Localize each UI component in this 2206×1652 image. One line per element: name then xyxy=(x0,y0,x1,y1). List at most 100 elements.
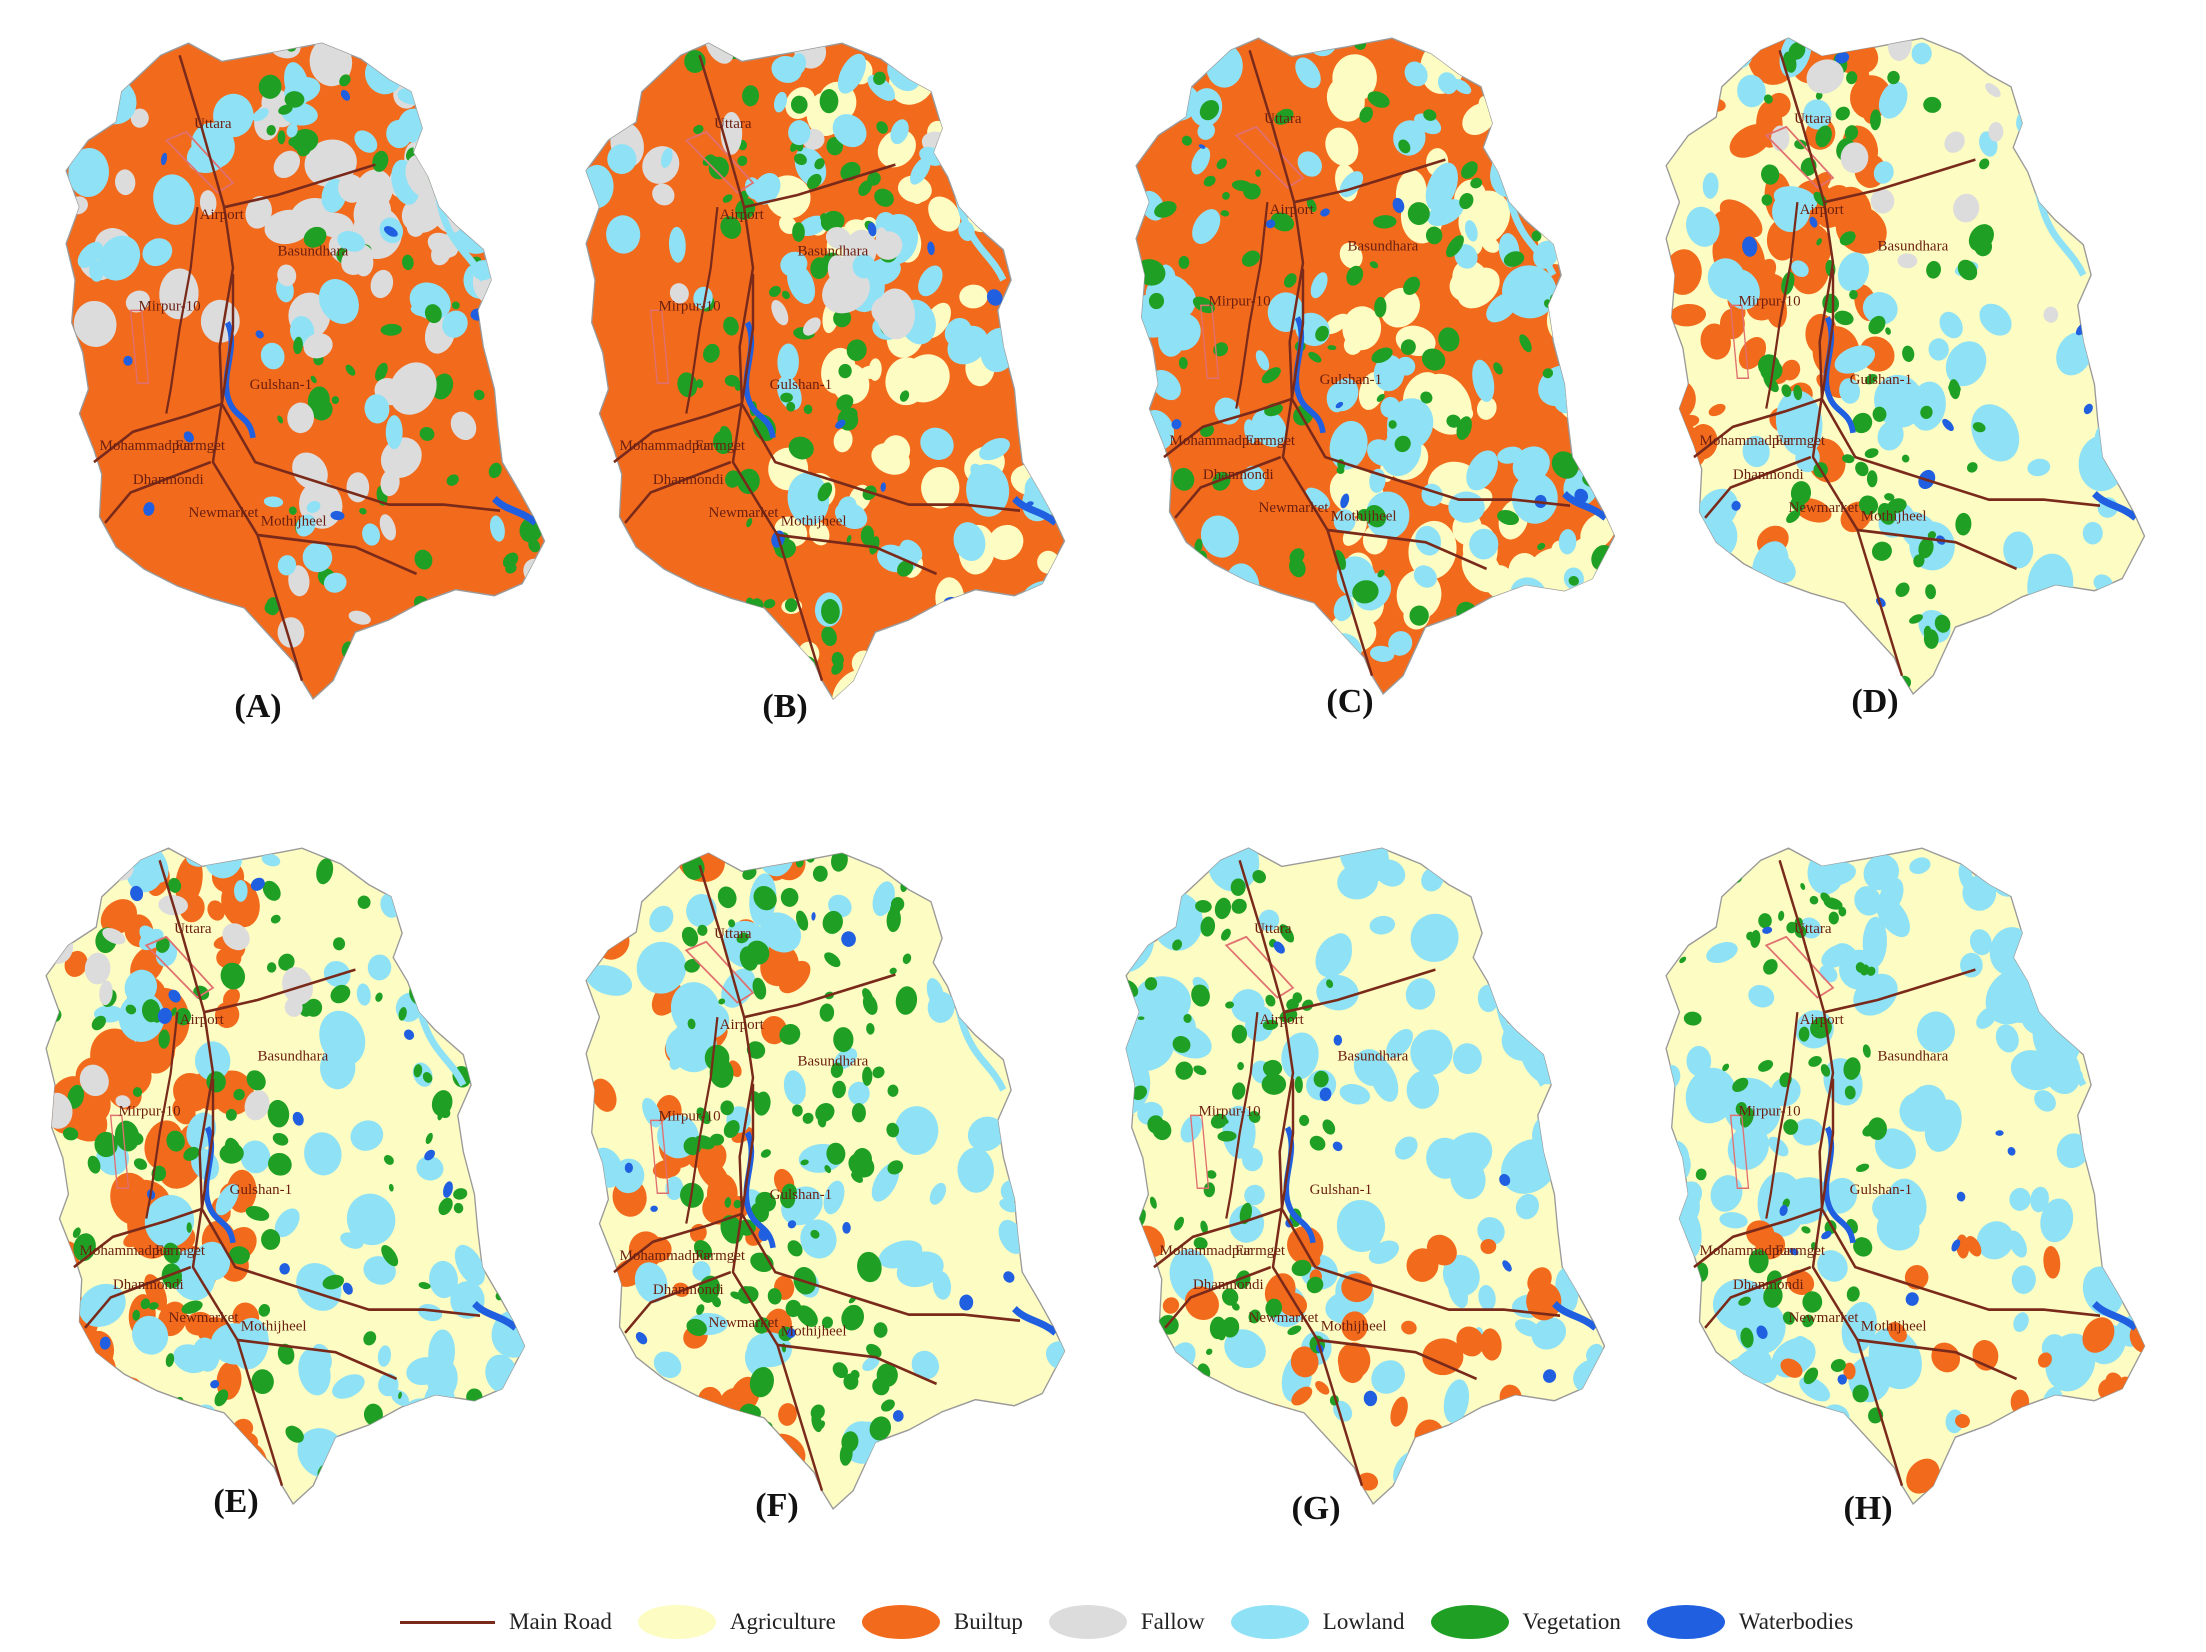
landcover-patch-lowland xyxy=(68,148,110,198)
landcover-patch-vegetation xyxy=(432,1100,451,1118)
landcover-patch-lowland xyxy=(263,496,284,508)
landcover-patch-vegetation xyxy=(1308,351,1322,363)
landcover-patch-vegetation xyxy=(251,1369,274,1395)
landcover-patch-lowland xyxy=(1001,170,1031,195)
landcover-patch-vegetation xyxy=(1802,1291,1823,1313)
landcover-patch-lowland xyxy=(2107,97,2130,126)
landcover-patch-vegetation xyxy=(720,216,742,239)
landcover-patch-vegetation xyxy=(1855,461,1869,477)
landcover-patch-lowland xyxy=(1824,1177,1858,1214)
landcover-patch-vegetation xyxy=(1235,1456,1243,1464)
landcover-patch-vegetation xyxy=(438,1197,453,1216)
landcover-patch-lowland xyxy=(1525,888,1558,922)
landcover-patch-vegetation xyxy=(839,1442,853,1466)
landcover-patch-vegetation xyxy=(843,1373,859,1390)
landcover-patch-lowland xyxy=(488,1182,521,1217)
landcover-patch-vegetation xyxy=(357,895,371,909)
landcover-patch-builtup xyxy=(718,1416,742,1437)
landcover-patch-vegetation xyxy=(158,1029,170,1049)
landcover-patch-fallow xyxy=(222,923,250,951)
landcover-patch-vegetation xyxy=(1858,495,1879,515)
landcover-patch-lowland xyxy=(1670,479,1684,501)
landcover-patch-vegetation xyxy=(807,173,822,190)
landcover-patch-vegetation xyxy=(1800,882,1806,890)
landcover-patch-fallow xyxy=(115,1095,131,1108)
landcover-patch-lowland xyxy=(1310,272,1328,299)
landcover-patch-lowland xyxy=(2084,90,2129,128)
landcover-patch-lowland xyxy=(66,1445,98,1483)
landcover-patch-lowland xyxy=(619,1377,659,1415)
landcover-patch-builtup xyxy=(104,1384,133,1415)
landcover-patch-lowland xyxy=(332,1374,365,1399)
landcover-patch-lowland xyxy=(1020,857,1049,890)
landcover-patch-waterbodies xyxy=(635,1332,648,1345)
landcover-patch-waterbodies xyxy=(1308,1430,1318,1442)
landcover-patch-vegetation xyxy=(1669,1196,1680,1207)
landcover-patch-builtup xyxy=(1480,1328,1502,1361)
landcover-patch-vegetation xyxy=(1870,109,1881,131)
landcover-patch-vegetation xyxy=(1780,675,1789,685)
landcover-patch-lowland xyxy=(142,238,173,267)
legend-item-vegetation: Vegetation xyxy=(1430,1605,1621,1639)
landcover-patch-lowland xyxy=(1719,1212,1748,1229)
landcover-patch-vegetation xyxy=(1265,994,1276,1007)
landcover-patch-builtup xyxy=(1666,496,1699,530)
landcover-patch-lowland xyxy=(966,81,994,110)
landcover-patch-vegetation xyxy=(886,1122,900,1138)
place-label: Gulshan-1 xyxy=(1850,1182,1912,1198)
landcover-patch-fallow xyxy=(523,320,536,344)
landcover-patch-waterbodies xyxy=(774,44,782,54)
landcover-patch-waterbodies xyxy=(533,456,543,467)
map-panel-8: Uttara Airport Basundhara Mirpur-10 Gulshan-… xyxy=(1665,847,2146,1506)
legend-label-builtup: Builtup xyxy=(953,1609,1023,1634)
landcover-patch-vegetation xyxy=(363,1331,377,1346)
airfield-strip xyxy=(1199,304,1220,379)
landcover-patch-vegetation xyxy=(1425,226,1443,245)
landcover-patch-vegetation xyxy=(1299,1114,1310,1127)
landcover-patch-vegetation xyxy=(483,1206,493,1216)
landcover-patch-lowland xyxy=(970,463,989,485)
landcover-patch-vegetation xyxy=(1261,1073,1287,1095)
landcover-patch-vegetation xyxy=(728,919,736,928)
landcover-patch-lowland xyxy=(1406,1070,1440,1109)
landcover-patch-lowland xyxy=(1767,1421,1830,1475)
landcover-patch-vegetation xyxy=(1225,1001,1235,1009)
landcover-patch-builtup xyxy=(1887,1321,1907,1343)
landcover-patch-builtup xyxy=(1708,403,1726,417)
landcover-patch-lowland xyxy=(1874,1128,1916,1170)
landcover-patch-lowland xyxy=(1530,1465,1554,1499)
landcover-patch-vegetation xyxy=(1252,870,1266,884)
landcover-patch-vegetation xyxy=(1666,1259,1674,1278)
landcover-patch-fallow xyxy=(401,43,431,60)
landcover-patch-lowland xyxy=(2025,910,2073,947)
landcover-patch-vegetation xyxy=(1887,70,1900,85)
landcover-patch-lowland xyxy=(354,130,378,153)
landcover-patch-lowland xyxy=(2074,894,2112,941)
landcover-patch-vegetation xyxy=(701,1488,710,1496)
place-label: Mohammadpur xyxy=(1700,1243,1792,1259)
landcover-patch-lowland xyxy=(721,968,756,1008)
landcover-patch-lowland xyxy=(462,43,493,60)
landcover-patch-vegetation xyxy=(1446,414,1461,428)
place-label: Dhanmondi xyxy=(1733,467,1804,483)
landcover-patch-agriculture xyxy=(959,284,988,309)
landcover-patch-vegetation xyxy=(414,549,433,570)
landcover-patch-lowland xyxy=(2029,73,2054,105)
landcover-patch-fallow xyxy=(2061,108,2092,139)
place-label: Dhanmondi xyxy=(1193,1277,1264,1293)
place-label: Airport xyxy=(1800,1012,1845,1028)
landcover-patch-lowland xyxy=(1877,421,1904,451)
landcover-patch-lowland xyxy=(928,1464,963,1497)
landcover-patch-lowland xyxy=(1853,973,1898,1016)
landcover-patch-vegetation xyxy=(869,536,880,555)
landcover-patch-vegetation xyxy=(1220,928,1231,941)
landcover-patch-lowland xyxy=(194,1241,231,1281)
legend-label-fallow: Fallow xyxy=(1140,1609,1205,1634)
landcover-patch-lowland xyxy=(777,343,799,381)
landcover-patch-lowland xyxy=(1555,995,1579,1027)
landcover-patch-vegetation xyxy=(1722,1402,1738,1419)
landcover-patch-builtup xyxy=(1906,1458,1940,1494)
place-label: Mothijheel xyxy=(781,513,847,529)
place-label: Mohammadpur xyxy=(1700,433,1792,449)
landcover-patch-vegetation xyxy=(1809,677,1817,686)
